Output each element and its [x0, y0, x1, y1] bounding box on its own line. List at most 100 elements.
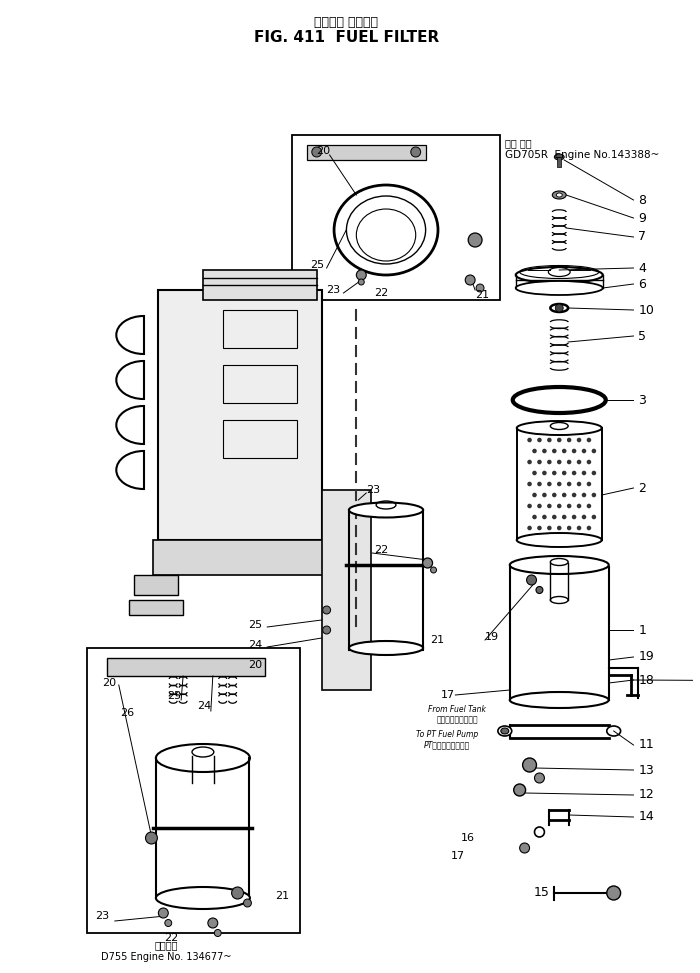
Circle shape — [411, 147, 421, 157]
Circle shape — [582, 449, 587, 453]
Ellipse shape — [517, 421, 602, 435]
Circle shape — [562, 449, 566, 453]
Circle shape — [532, 449, 537, 453]
Circle shape — [567, 482, 571, 486]
Circle shape — [592, 449, 596, 453]
Ellipse shape — [550, 559, 568, 565]
Circle shape — [572, 515, 576, 520]
Text: 19: 19 — [638, 651, 654, 664]
Ellipse shape — [346, 196, 426, 264]
Circle shape — [582, 515, 587, 520]
Circle shape — [547, 459, 552, 464]
Bar — [223, 420, 297, 458]
Circle shape — [537, 525, 542, 530]
Text: FIG. 411  FUEL FILTER: FIG. 411 FUEL FILTER — [254, 30, 439, 46]
Text: 15: 15 — [533, 886, 550, 899]
Text: 3: 3 — [638, 393, 646, 407]
Circle shape — [468, 233, 482, 247]
Text: 21: 21 — [275, 891, 289, 901]
Circle shape — [527, 438, 532, 443]
Circle shape — [232, 887, 244, 899]
Text: 21: 21 — [475, 290, 489, 300]
Circle shape — [476, 284, 484, 292]
Text: 14: 14 — [638, 811, 654, 823]
Circle shape — [527, 525, 532, 530]
Circle shape — [582, 471, 587, 475]
Circle shape — [527, 459, 532, 464]
Bar — [557, 157, 561, 167]
Bar — [223, 365, 297, 403]
Circle shape — [582, 492, 587, 497]
Text: 11: 11 — [638, 739, 654, 751]
Text: フュエル フィルタ: フュエル フィルタ — [314, 16, 379, 28]
Circle shape — [557, 525, 561, 530]
Circle shape — [567, 438, 571, 443]
Circle shape — [537, 438, 542, 443]
Bar — [134, 575, 178, 595]
Bar — [107, 658, 265, 676]
Circle shape — [577, 459, 581, 464]
Circle shape — [526, 575, 536, 585]
Text: 25: 25 — [248, 620, 262, 630]
Bar — [129, 600, 183, 615]
Circle shape — [466, 275, 475, 285]
Text: 23: 23 — [366, 485, 380, 495]
Circle shape — [146, 832, 158, 844]
Circle shape — [547, 482, 552, 486]
Bar — [87, 648, 300, 933]
Circle shape — [562, 471, 566, 475]
Circle shape — [527, 504, 532, 508]
Text: 22: 22 — [374, 288, 388, 298]
Text: 24: 24 — [197, 701, 211, 711]
Text: 6: 6 — [638, 277, 646, 291]
Ellipse shape — [517, 533, 602, 547]
Text: 23: 23 — [326, 285, 341, 295]
Circle shape — [547, 438, 552, 443]
Circle shape — [552, 492, 557, 497]
Circle shape — [567, 525, 571, 530]
Circle shape — [214, 929, 221, 936]
Text: 9: 9 — [638, 211, 646, 225]
Circle shape — [587, 438, 592, 443]
Ellipse shape — [554, 154, 564, 160]
Circle shape — [244, 899, 251, 907]
Text: 適用号機: 適用号機 — [155, 940, 178, 950]
Circle shape — [572, 449, 576, 453]
Circle shape — [577, 504, 581, 508]
Circle shape — [537, 504, 542, 508]
Text: 21: 21 — [430, 635, 444, 645]
Bar — [223, 310, 297, 348]
Text: From Fuel Tank
フュエルタンクより: From Fuel Tank フュエルタンクより — [428, 705, 486, 725]
Circle shape — [577, 438, 581, 443]
Text: 19: 19 — [485, 632, 499, 642]
Text: 4: 4 — [638, 262, 646, 274]
Circle shape — [587, 459, 592, 464]
Text: 2: 2 — [638, 482, 646, 494]
Circle shape — [532, 515, 537, 520]
Text: 7: 7 — [638, 231, 646, 243]
Bar — [158, 290, 322, 540]
Bar — [292, 135, 500, 300]
Circle shape — [592, 492, 596, 497]
Text: To PT Fuel Pump
PTフュエルポンプへ: To PT Fuel Pump PTフュエルポンプへ — [416, 731, 479, 750]
Ellipse shape — [510, 556, 609, 574]
Bar — [307, 145, 426, 160]
Text: 10: 10 — [638, 304, 654, 316]
Circle shape — [552, 515, 557, 520]
Ellipse shape — [498, 726, 512, 736]
Text: 17: 17 — [441, 690, 455, 700]
Text: 適用 号機: 適用 号機 — [505, 138, 531, 148]
Circle shape — [537, 482, 542, 486]
Text: 24: 24 — [248, 640, 262, 650]
Text: 12: 12 — [638, 788, 654, 802]
Text: 22: 22 — [374, 545, 388, 555]
Circle shape — [552, 449, 557, 453]
Text: 1: 1 — [638, 624, 646, 636]
Text: 8: 8 — [638, 194, 646, 206]
Circle shape — [164, 919, 172, 926]
Circle shape — [577, 525, 581, 530]
Text: 20: 20 — [102, 678, 116, 688]
Circle shape — [323, 626, 330, 634]
Circle shape — [535, 773, 545, 783]
Circle shape — [587, 482, 592, 486]
